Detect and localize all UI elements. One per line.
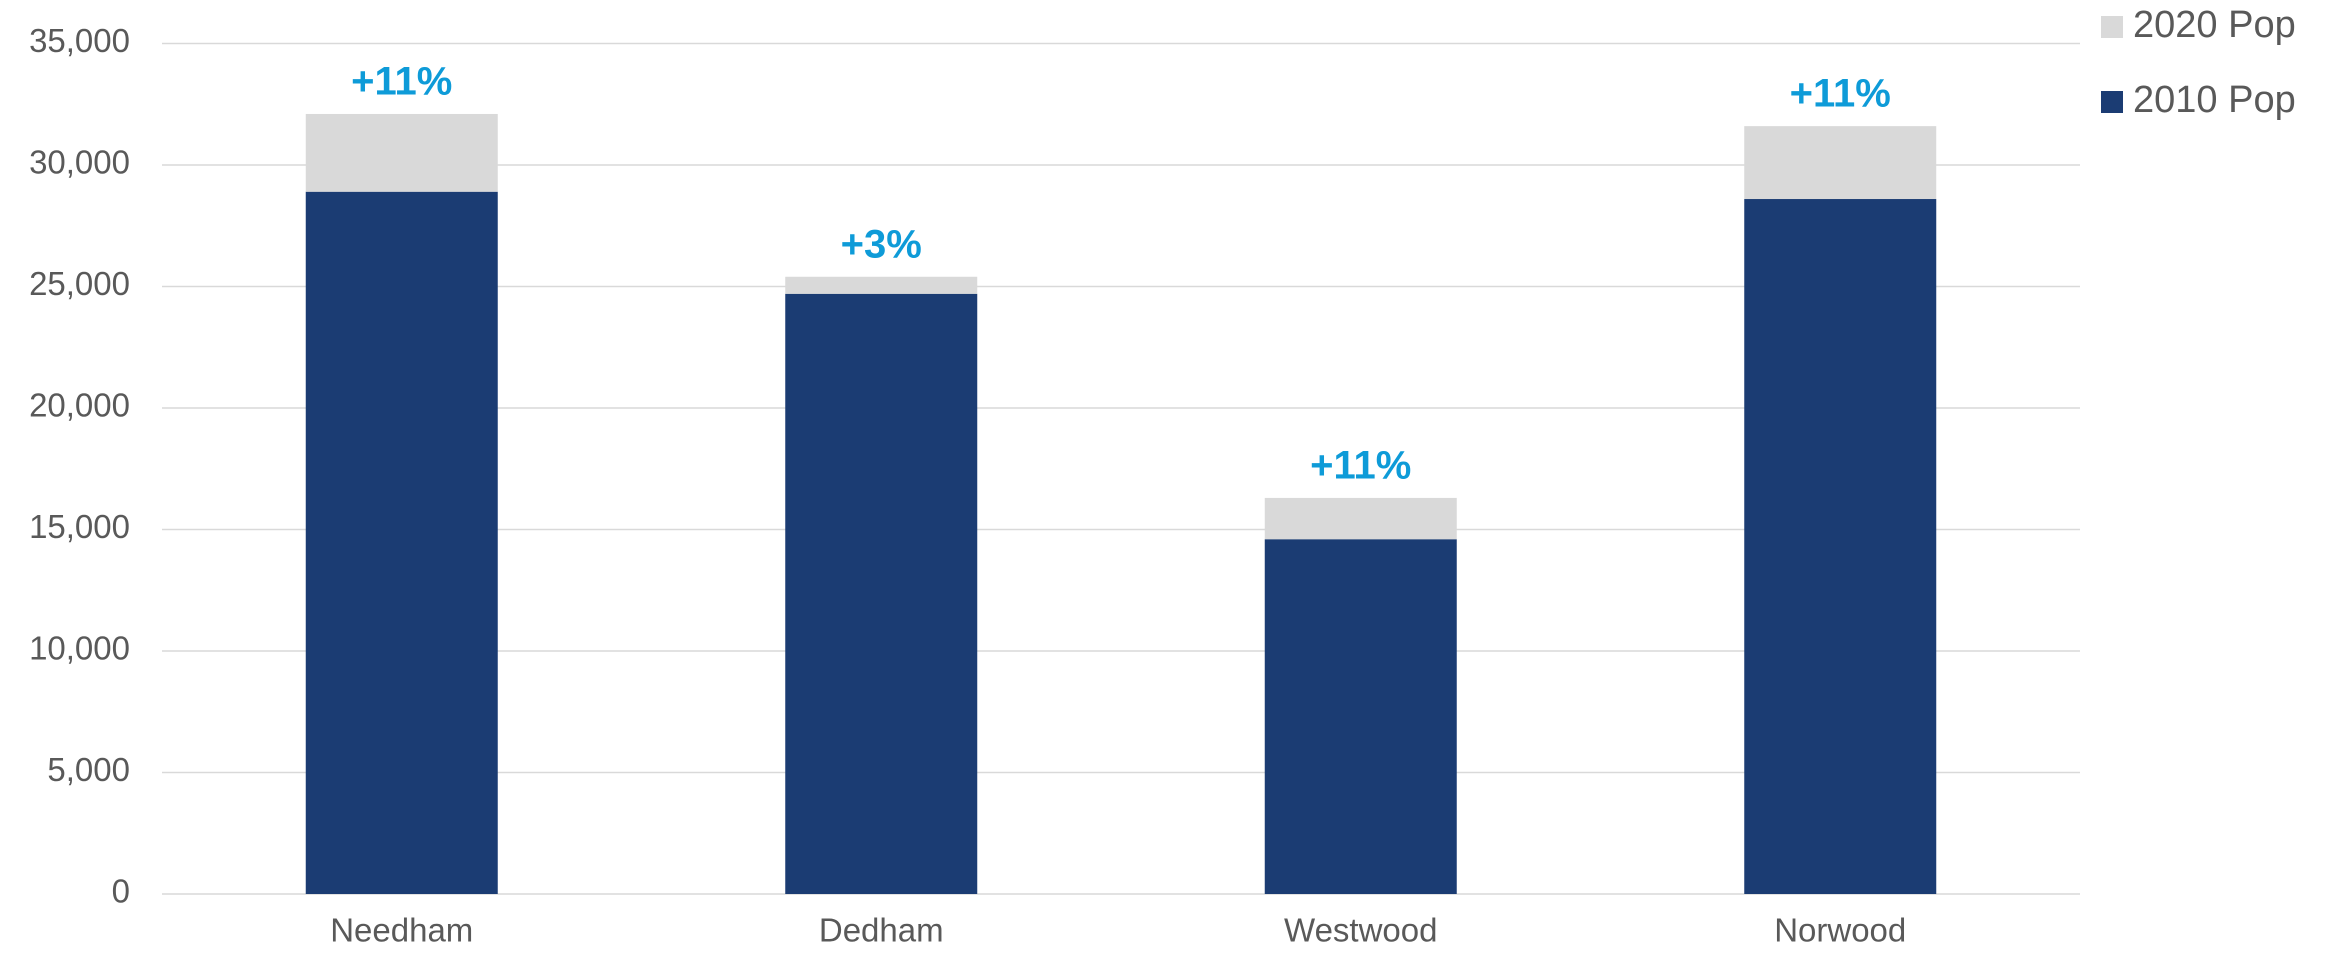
y-tick-label: 5,000 <box>47 751 130 788</box>
x-tick-label: Westwood <box>1284 912 1437 949</box>
y-tick-label: 15,000 <box>29 508 130 545</box>
x-tick-label: Dedham <box>819 912 944 949</box>
bar-segment <box>1264 497 1457 540</box>
y-tick-label: 25,000 <box>29 265 130 302</box>
growth-label: +11% <box>351 60 452 104</box>
growth-label: +3% <box>841 222 922 266</box>
bar-segment <box>1264 539 1457 894</box>
legend-swatch <box>2101 91 2123 113</box>
growth-label: +11% <box>1310 443 1411 487</box>
legend-label: 2010 Pop <box>2133 79 2296 121</box>
bar-segment <box>305 113 498 192</box>
legend-swatch <box>2101 16 2123 38</box>
y-tick-label: 35,000 <box>29 22 130 59</box>
y-tick-label: 10,000 <box>29 630 130 667</box>
bar-segment <box>785 276 978 294</box>
bar-segment <box>305 191 498 895</box>
bar-segment <box>1744 126 1937 200</box>
x-tick-label: Norwood <box>1774 912 1906 949</box>
bar-segment <box>785 293 978 894</box>
y-tick-label: 0 <box>112 873 130 910</box>
legend-label: 2020 Pop <box>2133 4 2296 46</box>
y-tick-label: 20,000 <box>29 387 130 424</box>
y-tick-label: 30,000 <box>29 144 130 181</box>
bar-segment <box>1744 199 1937 894</box>
growth-label: +11% <box>1790 72 1891 116</box>
x-tick-label: Needham <box>330 912 473 949</box>
